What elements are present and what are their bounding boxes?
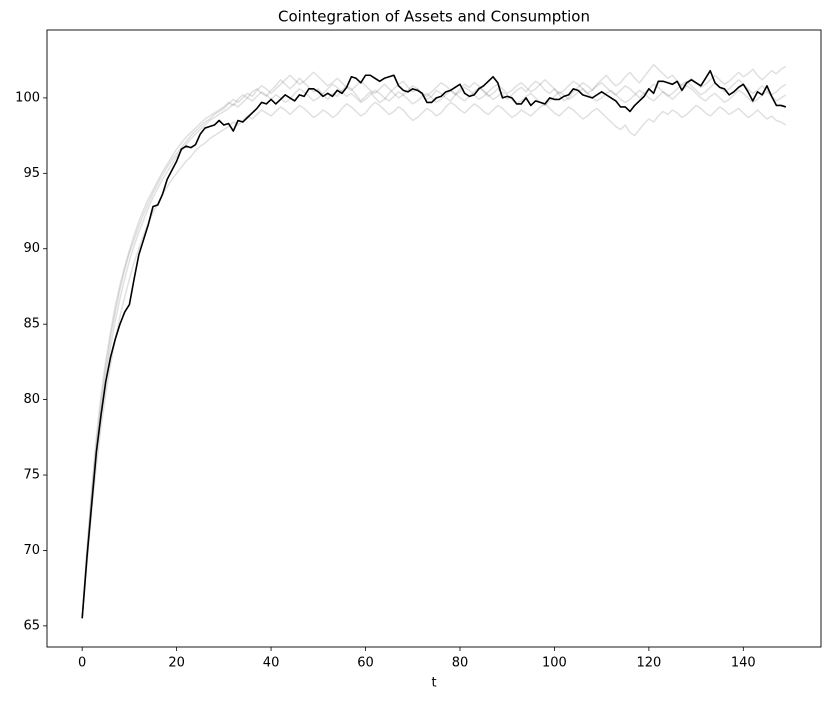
y-tick-label: 75 bbox=[23, 468, 40, 483]
y-tick-label: 80 bbox=[23, 392, 40, 407]
x-tick-label: 80 bbox=[452, 656, 469, 671]
chart-title: Cointegration of Assets and Consumption bbox=[278, 8, 590, 26]
x-axis-label: t bbox=[431, 676, 436, 691]
x-tick-label: 20 bbox=[168, 656, 185, 671]
y-tick-label: 95 bbox=[23, 166, 40, 181]
axes-frame bbox=[46, 29, 822, 648]
series-line bbox=[81, 69, 787, 619]
series-line bbox=[81, 71, 787, 619]
y-tick-label: 70 bbox=[23, 543, 40, 558]
y-tick-label: 90 bbox=[23, 241, 40, 256]
y-tick-label: 100 bbox=[15, 90, 40, 105]
x-tick-label: 140 bbox=[731, 656, 756, 671]
x-tick-label: 120 bbox=[636, 656, 661, 671]
x-tick-label: 40 bbox=[263, 656, 280, 671]
x-tick-label: 60 bbox=[357, 656, 374, 671]
x-tick-label: 100 bbox=[542, 656, 567, 671]
series-line bbox=[81, 63, 787, 619]
y-tick-label: 85 bbox=[23, 317, 40, 332]
plot-area bbox=[81, 63, 787, 619]
y-tick-label: 65 bbox=[23, 618, 40, 633]
x-tick-label: 0 bbox=[78, 656, 86, 671]
series-line bbox=[81, 101, 787, 619]
